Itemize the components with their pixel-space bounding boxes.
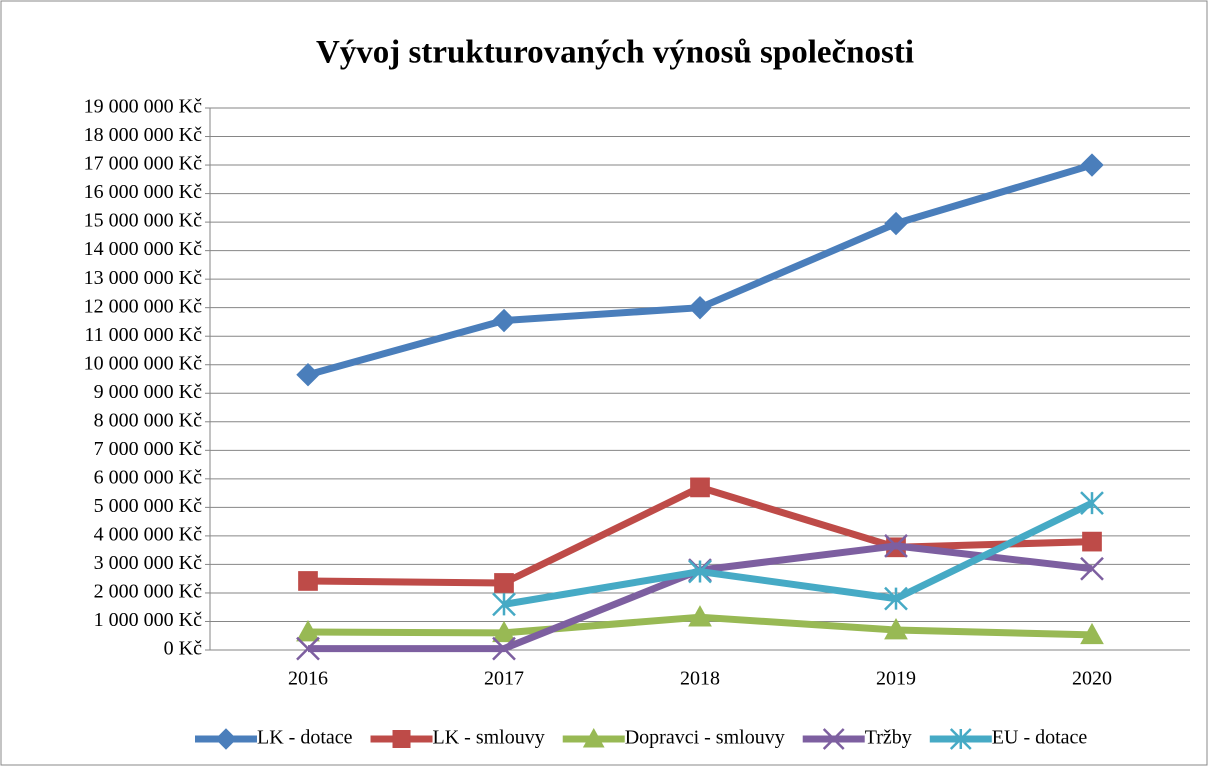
y-tick-label: 3 000 000 Kč (94, 552, 202, 574)
marker (949, 728, 972, 750)
marker (494, 573, 514, 593)
y-tick-label: 12 000 000 Kč (84, 295, 202, 317)
y-tick-label: 18 000 000 Kč (84, 124, 202, 146)
marker (492, 620, 516, 643)
marker (884, 618, 908, 640)
legend-item: LK - dotace (195, 727, 353, 750)
y-tick-label: 5 000 000 Kč (94, 495, 202, 517)
y-tick-label: 16 000 000 Kč (84, 181, 202, 203)
y-tick-label: 8 000 000 Kč (94, 409, 202, 431)
marker (582, 727, 605, 748)
marker (296, 636, 320, 661)
x-tick-label: 2016 (288, 668, 328, 690)
marker (215, 728, 237, 750)
y-tick-label: 2 000 000 Kč (94, 581, 202, 603)
marker (492, 592, 516, 617)
legend-item: LK - smlouvy (370, 727, 545, 749)
marker (884, 533, 908, 558)
marker (1080, 491, 1104, 515)
y-tick-label: 6 000 000 Kč (94, 466, 202, 488)
marker (298, 571, 318, 591)
marker (822, 728, 845, 750)
x-tick-label: 2019 (876, 668, 916, 690)
marker (690, 477, 710, 498)
y-tick-label: 19 000 000 Kč (84, 96, 202, 118)
marker (688, 559, 712, 584)
marker (392, 730, 411, 748)
marker (296, 619, 320, 642)
y-tick-label: 4 000 000 Kč (94, 523, 202, 545)
marker (688, 295, 712, 320)
marker (1080, 556, 1104, 581)
y-tick-label: 11 000 000 Kč (84, 324, 202, 346)
legend-label: LK - dotace (257, 727, 353, 749)
y-tick-label: 1 000 000 Kč (94, 609, 202, 631)
legend-item: Tržby (802, 727, 912, 750)
marker (1082, 531, 1102, 552)
legend-label: Tržby (865, 727, 912, 749)
y-tick-label: 14 000 000 Kč (84, 238, 202, 260)
x-tick-label: 2018 (680, 668, 720, 690)
y-tick-label: 0 Kč (164, 638, 202, 660)
x-tick-label: 2017 (484, 668, 524, 690)
y-tick-label: 17 000 000 Kč (84, 153, 202, 175)
marker (688, 605, 712, 627)
legend-item: EU - dotace (929, 727, 1088, 750)
y-tick-label: 15 000 000 Kč (84, 210, 202, 232)
marker (884, 211, 908, 236)
legend-label: EU - dotace (992, 727, 1088, 749)
y-tick-label: 10 000 000 Kč (84, 352, 202, 374)
y-tick-label: 9 000 000 Kč (94, 381, 202, 403)
chart-title: Vývoj strukturovaných výnosů společnosti (316, 35, 914, 71)
series-line (503, 499, 1094, 608)
legend-label: Dopravci - smlouvy (625, 727, 785, 749)
marker (1080, 153, 1104, 177)
marker (884, 586, 908, 611)
marker (296, 363, 320, 387)
legend-label: LK - smlouvy (433, 727, 545, 749)
y-tick-label: 7 000 000 Kč (94, 438, 202, 460)
x-tick-label: 2020 (1072, 668, 1112, 690)
marker (492, 308, 516, 333)
marker (492, 636, 516, 661)
legend-item: Dopravci - smlouvy (562, 727, 785, 749)
marker (1080, 622, 1104, 645)
y-tick-label: 13 000 000 Kč (84, 267, 202, 289)
